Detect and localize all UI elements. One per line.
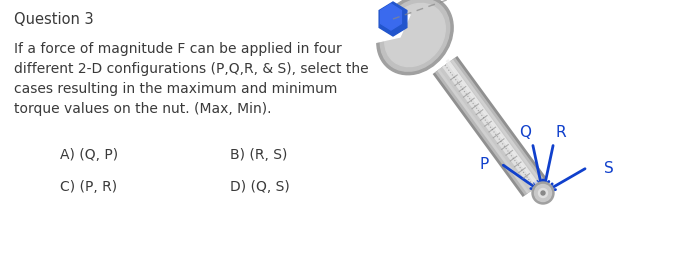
Text: P: P	[479, 157, 488, 173]
Ellipse shape	[541, 191, 545, 195]
Text: D) (Q, S): D) (Q, S)	[230, 180, 290, 194]
Polygon shape	[380, 4, 402, 30]
Text: C) (P, R): C) (P, R)	[60, 180, 117, 194]
Text: B) (R, S): B) (R, S)	[230, 148, 287, 162]
Text: A) (Q, P): A) (Q, P)	[60, 148, 118, 162]
Ellipse shape	[380, 0, 449, 71]
Polygon shape	[370, 0, 410, 43]
Text: R: R	[555, 125, 566, 140]
Ellipse shape	[385, 4, 445, 67]
Text: Q: Q	[519, 125, 531, 140]
Polygon shape	[379, 2, 407, 36]
Text: Question 3: Question 3	[14, 12, 94, 27]
Ellipse shape	[377, 0, 453, 75]
Ellipse shape	[538, 188, 547, 197]
Text: S: S	[605, 161, 614, 176]
Text: If a force of magnitude F can be applied in four
different 2-D configurations (P: If a force of magnitude F can be applied…	[14, 42, 369, 116]
Ellipse shape	[534, 184, 551, 201]
Ellipse shape	[532, 182, 554, 204]
